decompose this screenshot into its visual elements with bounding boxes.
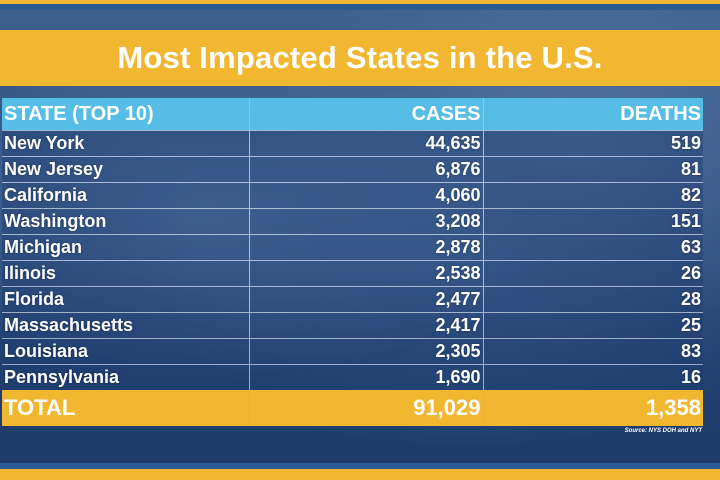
table-header-row: STATE (TOP 10) CASES DEATHS [2, 98, 703, 130]
deaths-cell: 519 [483, 129, 703, 156]
total-row: TOTAL 91,029 1,358 [2, 390, 703, 426]
state-cell: New Jersey [2, 155, 250, 182]
top-gold-stripe [0, 0, 720, 4]
cases-cell: 2,477 [249, 285, 484, 312]
deaths-cell: 151 [483, 207, 703, 234]
state-cell: Massachusetts [2, 311, 250, 338]
state-cell: Florida [2, 285, 250, 312]
table-row: Washington 3,208 151 [2, 207, 703, 234]
table-row: New Jersey 6,876 81 [2, 155, 703, 182]
total-label: TOTAL [2, 390, 250, 426]
bottom-gold-stripe [0, 469, 720, 480]
source-note: Source: NYS DOH and NYT [624, 428, 702, 434]
states-table: STATE (TOP 10) CASES DEATHS New York 44,… [2, 98, 703, 426]
table-row: Louisiana 2,305 83 [2, 337, 703, 364]
deaths-cell: 63 [483, 233, 703, 260]
cases-cell: 4,060 [249, 181, 484, 208]
table-row: Massachusetts 2,417 25 [2, 311, 703, 338]
bottom-blue-stripe [0, 463, 720, 469]
state-cell: New York [2, 129, 250, 156]
table-row: California 4,060 82 [2, 181, 703, 208]
cases-cell: 1,690 [249, 363, 484, 390]
state-cell: Washington [2, 207, 250, 234]
top-blue-stripe [0, 4, 720, 10]
header-state: STATE (TOP 10) [2, 98, 250, 130]
cases-cell: 2,305 [249, 337, 484, 364]
deaths-cell: 83 [483, 337, 703, 364]
state-cell: Ilinois [2, 259, 250, 286]
state-cell: Michigan [2, 233, 250, 260]
deaths-cell: 25 [483, 311, 703, 338]
page-title: Most Impacted States in the U.S. [117, 40, 603, 75]
table-row: Florida 2,477 28 [2, 285, 703, 312]
deaths-cell: 82 [483, 181, 703, 208]
state-cell: California [2, 181, 250, 208]
header-deaths: DEATHS [483, 98, 703, 130]
total-cases: 91,029 [249, 390, 484, 426]
total-deaths: 1,358 [483, 390, 703, 426]
deaths-cell: 81 [483, 155, 703, 182]
cases-cell: 6,876 [249, 155, 484, 182]
title-bar: Most Impacted States in the U.S. [0, 30, 720, 86]
table-row: New York 44,635 519 [2, 129, 703, 156]
table-row: Michigan 2,878 63 [2, 233, 703, 260]
cases-cell: 2,417 [249, 311, 484, 338]
header-cases: CASES [249, 98, 484, 130]
cases-cell: 3,208 [249, 207, 484, 234]
table-row: Pennsylvania 1,690 16 [2, 363, 703, 390]
deaths-cell: 16 [483, 363, 703, 390]
table-row: Ilinois 2,538 26 [2, 259, 703, 286]
state-cell: Pennsylvania [2, 363, 250, 390]
cases-cell: 2,538 [249, 259, 484, 286]
cases-cell: 44,635 [249, 129, 484, 156]
cases-cell: 2,878 [249, 233, 484, 260]
deaths-cell: 28 [483, 285, 703, 312]
deaths-cell: 26 [483, 259, 703, 286]
state-cell: Louisiana [2, 337, 250, 364]
